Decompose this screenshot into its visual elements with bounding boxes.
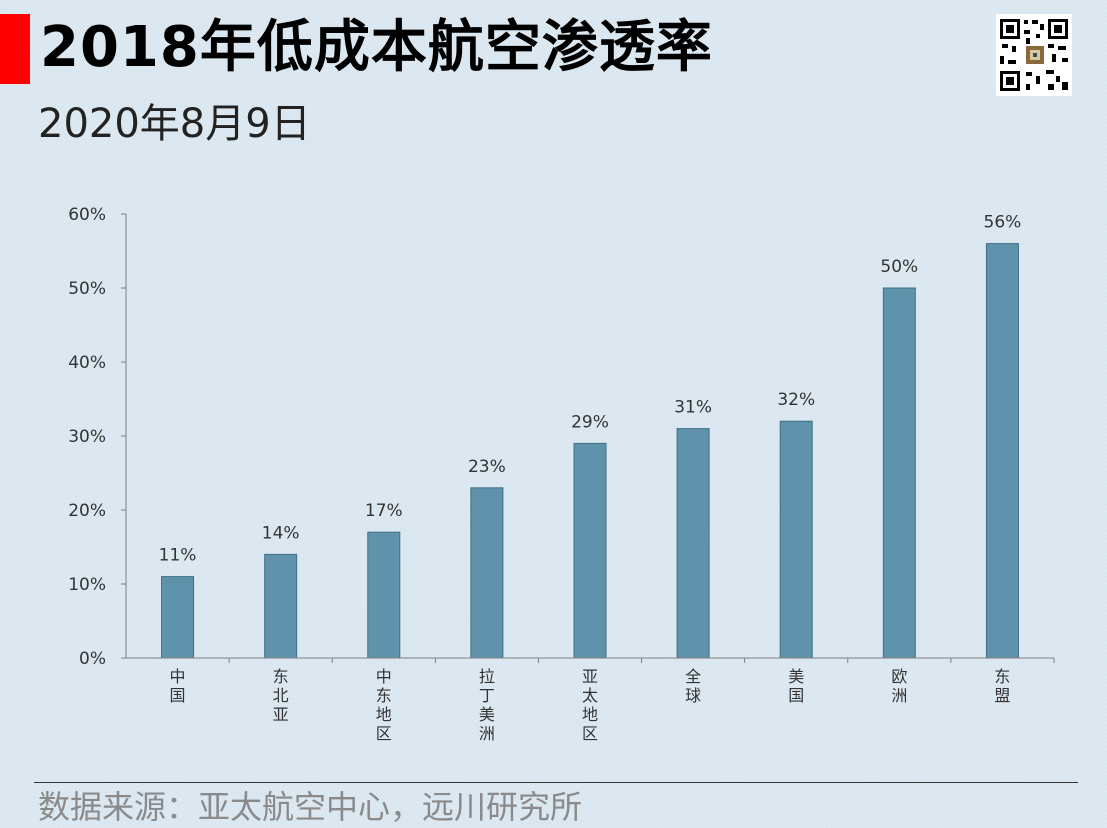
bar-6 [676, 428, 710, 659]
y-tick-label: 40% [68, 353, 106, 373]
x-tick-label: 欧洲 [891, 667, 907, 705]
title-accent-bar [0, 14, 30, 84]
x-tick-label: 东北亚 [273, 667, 289, 724]
y-tick-label: 50% [68, 279, 106, 299]
bar-9 [985, 243, 1019, 659]
y-tick-label: 60% [68, 205, 106, 225]
bar-2 [264, 553, 298, 659]
data-source-note: 数据来源：亚太航空中心，远川研究所 [38, 788, 583, 826]
data-label: 11% [159, 546, 197, 566]
data-label: 17% [365, 501, 403, 521]
page-title: 2018年低成本航空渗透率 [40, 15, 713, 80]
x-tick-label: 中国 [170, 667, 186, 705]
x-tick-label: 全球 [685, 667, 701, 705]
data-label: 14% [262, 523, 300, 543]
y-tick-label: 0% [79, 649, 106, 669]
x-tick-label: 美国 [788, 667, 804, 705]
footer-divider [34, 782, 1078, 783]
data-label: 50% [880, 257, 918, 277]
x-tick-label: 亚太地区 [582, 667, 598, 743]
bar-3 [367, 531, 401, 659]
data-label: 29% [571, 412, 609, 432]
bar-7 [779, 420, 813, 659]
data-label: 31% [674, 398, 712, 418]
bar-8 [882, 287, 916, 659]
data-label: 32% [777, 390, 815, 410]
x-tick-label: 东盟 [994, 667, 1010, 705]
qr-code-icon [996, 14, 1072, 96]
data-label: 23% [468, 457, 506, 477]
y-tick-label: 10% [68, 575, 106, 595]
x-tick-label: 中东地区 [376, 667, 392, 743]
bar-chart: 0% 10% 20% 30% 40% 50% 60% 11% 14% 17% 23% 29% 31% 3… [68, 205, 1055, 743]
bar-5 [573, 442, 607, 659]
bar-4 [470, 487, 504, 659]
x-tick-label: 拉丁美洲 [479, 667, 495, 743]
date-subtitle: 2020年8月9日 [38, 101, 311, 147]
y-tick-label: 30% [68, 427, 106, 447]
data-label: 56% [984, 213, 1022, 233]
bar-1 [161, 576, 195, 659]
y-tick-label: 20% [68, 501, 106, 521]
